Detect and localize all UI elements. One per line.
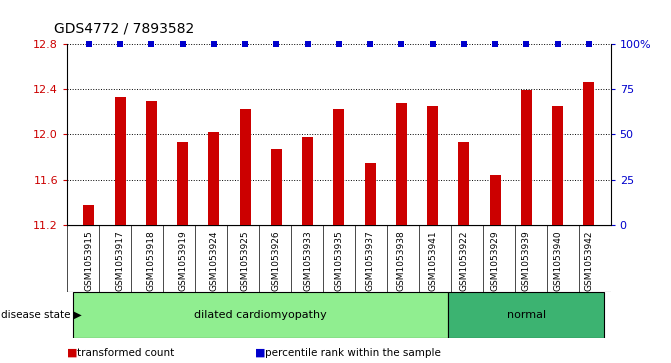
Bar (552, 106, 563, 225)
Bar (83, 205, 95, 225)
Text: GSM1053933: GSM1053933 (303, 231, 312, 291)
Bar (490, 175, 501, 225)
Bar (583, 82, 595, 225)
Text: GSM1053925: GSM1053925 (241, 231, 250, 291)
Text: ■: ■ (255, 347, 266, 358)
Text: ■: ■ (67, 347, 78, 358)
Text: GSM1053924: GSM1053924 (209, 231, 218, 291)
Bar (115, 97, 125, 225)
Text: dilated cardiomyopathy: dilated cardiomyopathy (195, 310, 327, 320)
Bar (177, 142, 188, 225)
Bar (209, 132, 219, 225)
Bar (448, 292, 605, 338)
Bar (333, 109, 344, 225)
Bar (427, 106, 438, 225)
Bar (521, 90, 531, 225)
Text: GSM1053940: GSM1053940 (553, 231, 562, 291)
Text: disease state ▶: disease state ▶ (1, 310, 81, 320)
Text: GSM1053919: GSM1053919 (178, 231, 187, 291)
Text: GSM1053917: GSM1053917 (115, 231, 125, 291)
Text: GSM1053929: GSM1053929 (491, 231, 499, 291)
Text: GSM1053941: GSM1053941 (428, 231, 437, 291)
Bar (396, 102, 407, 225)
Text: normal: normal (507, 310, 546, 320)
Bar (364, 163, 376, 225)
Bar (458, 142, 469, 225)
Bar (240, 109, 250, 225)
Bar (73, 292, 448, 338)
Text: GSM1053939: GSM1053939 (522, 231, 531, 291)
Text: transformed count: transformed count (77, 347, 174, 358)
Text: GSM1053918: GSM1053918 (147, 231, 156, 291)
Text: GSM1053942: GSM1053942 (584, 231, 593, 291)
Text: GSM1053937: GSM1053937 (366, 231, 374, 291)
Bar (271, 149, 282, 225)
Text: GSM1053922: GSM1053922 (460, 231, 468, 291)
Text: GSM1053915: GSM1053915 (85, 231, 93, 291)
Text: percentile rank within the sample: percentile rank within the sample (265, 347, 441, 358)
Bar (146, 101, 157, 225)
Text: GSM1053926: GSM1053926 (272, 231, 281, 291)
Text: GSM1053935: GSM1053935 (334, 231, 344, 291)
Text: GDS4772 / 7893582: GDS4772 / 7893582 (54, 22, 194, 36)
Bar (302, 136, 313, 225)
Text: GSM1053938: GSM1053938 (397, 231, 406, 291)
